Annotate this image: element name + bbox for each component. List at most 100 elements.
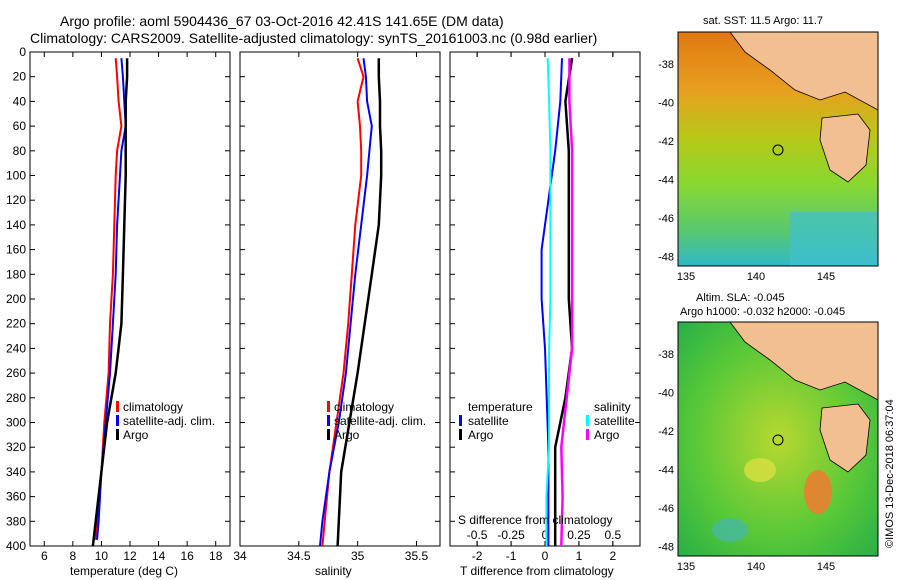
depth-tick-label: 280: [6, 391, 26, 405]
temperature-xlabel: temperature (deg C): [70, 564, 178, 578]
series-layer: [91, 57, 574, 547]
legend-swatch-argo: [327, 429, 330, 440]
x-tick-label: 35.5: [405, 549, 429, 563]
sla-anomaly-mid: [744, 458, 776, 482]
sla-map-subtitle: Argo h1000: -0.032 h2000: -0.045: [680, 306, 845, 318]
depth-tick-label: 220: [6, 317, 26, 331]
lon-tick-label: 140: [747, 271, 765, 283]
figure-title-line2: Climatology: CARS2009. Satellite-adjuste…: [30, 30, 597, 46]
tasmania: [819, 403, 871, 473]
lat-tick-label: -40: [658, 98, 674, 110]
x-tick-label: -0.25: [497, 528, 525, 542]
legend-swatch-t-argo: [459, 429, 462, 440]
legend-label-argo: Argo: [334, 428, 360, 442]
lat-tick-label: -38: [658, 349, 674, 361]
series-line-climatology: [94, 58, 123, 540]
x-tick-label: 0: [542, 528, 549, 542]
depth-tick-label: 360: [6, 490, 26, 504]
depth-tick-label: 180: [6, 267, 26, 281]
legend-swatch-climatology: [327, 401, 330, 412]
temperature-panel: [29, 51, 231, 547]
difference-s-xticks: -0.5 -0.25 0 0.25 0.5: [467, 528, 622, 542]
tasmania: [819, 113, 871, 183]
x-tick-label: 8: [70, 549, 77, 563]
x-tick-label: -1: [506, 549, 517, 563]
x-tick-label: 10: [95, 549, 109, 563]
lat-tick-label: -38: [658, 59, 674, 71]
sla-map-title: Altim. SLA: -0.045: [696, 292, 785, 304]
series-line-t-argo: [553, 58, 574, 546]
depth-tick-label: 200: [6, 292, 26, 306]
legend-label-satellite: satellite-adj. clim.: [334, 414, 426, 428]
salinity-legend: climatology satellite-adj. clim. Argo: [327, 400, 426, 442]
temperature-xticks: 6 8 10 12 14 16 18: [41, 549, 223, 563]
x-tick-label: 12: [123, 549, 137, 563]
sla-anomaly-low: [712, 518, 748, 542]
lon-tick-label: 135: [677, 561, 695, 573]
difference-legend-salinity: salinity satellite Argo: [586, 400, 635, 442]
depth-tick-label: 20: [13, 70, 27, 84]
x-tick-label: 14: [152, 549, 166, 563]
series-line-satellite-adj-clim-: [319, 58, 373, 547]
sst-map: [677, 31, 879, 267]
x-tick-label: 35: [351, 549, 365, 563]
figure-title-line1: Argo profile: aoml 5904436_67 03-Oct-201…: [60, 13, 504, 29]
x-tick-label: 1: [576, 549, 583, 563]
difference-s-xlabel: S difference from climatology: [458, 513, 613, 527]
depth-tick-label: 80: [13, 144, 27, 158]
imos-credit: ©IMOS 13-Dec-2018 06:37:04: [884, 399, 896, 548]
legend-label-climatology: climatology: [123, 400, 183, 414]
temperature-legend: climatology satellite-adj. clim. Argo: [116, 400, 215, 442]
x-tick-label: -2: [472, 549, 483, 563]
depth-tick-label: 240: [6, 341, 26, 355]
lon-tick-label: 140: [747, 561, 765, 573]
depth-tick-label: 400: [6, 539, 26, 553]
lat-tick-label: -46: [658, 503, 674, 515]
legend-label-s-satellite: satellite: [594, 414, 635, 428]
depth-tick-label: 120: [6, 193, 26, 207]
series-line-argo: [336, 58, 383, 547]
x-tick-label: 34.5: [287, 549, 311, 563]
difference-panel: [449, 51, 641, 547]
depth-tick-label: 340: [6, 465, 26, 479]
lon-tick-label: 145: [817, 271, 835, 283]
x-tick-label: 6: [41, 549, 48, 563]
depth-tick-label: 40: [13, 94, 27, 108]
sla-map-frame: [677, 321, 879, 557]
legend-swatch-t-satellite: [459, 415, 462, 426]
x-tick-label: 34: [233, 549, 247, 563]
depth-tick-label: 320: [6, 440, 26, 454]
x-tick-label: -0.5: [467, 528, 488, 542]
x-tick-label: 0.25: [567, 528, 591, 542]
lat-tick-label: -40: [658, 388, 674, 400]
depth-tick-label: 100: [6, 169, 26, 183]
tick-marks: [30, 51, 640, 547]
legend-swatch-satellite: [116, 415, 119, 426]
sst-cool-patch: [790, 212, 878, 266]
legend-swatch-satellite: [327, 415, 330, 426]
legend-label-s-argo: Argo: [594, 428, 620, 442]
depth-tick-label: 300: [6, 416, 26, 430]
legend-label-climatology: climatology: [334, 400, 394, 414]
series-line-argo: [91, 58, 129, 547]
depth-tick-label: 160: [6, 243, 26, 257]
depth-tick-label: 260: [6, 366, 26, 380]
difference-xticks: -2 -1 0 1 2: [472, 549, 617, 563]
x-tick-label: 2: [610, 549, 617, 563]
legend-label-argo: Argo: [123, 428, 149, 442]
legend-label-satellite: satellite-adj. clim.: [123, 414, 215, 428]
difference-xlabel: T difference from climatology: [460, 564, 614, 578]
legend-label-t-satellite: satellite: [468, 414, 509, 428]
lat-tick-label: -48: [658, 252, 674, 264]
lon-tick-label: 135: [677, 271, 695, 283]
x-tick-label: 0: [542, 549, 549, 563]
legend-title-temperature: temperature: [468, 400, 533, 414]
legend-swatch-s-satellite: [586, 415, 589, 426]
difference-legend-temperature: temperature satellite Argo: [459, 400, 533, 442]
legend-swatch-climatology: [116, 401, 119, 412]
x-tick-label: 18: [209, 549, 223, 563]
salinity-xticks: 34 34.5 35 35.5: [233, 549, 428, 563]
legend-title-salinity: salinity: [594, 400, 631, 414]
legend-swatch-argo: [116, 429, 119, 440]
